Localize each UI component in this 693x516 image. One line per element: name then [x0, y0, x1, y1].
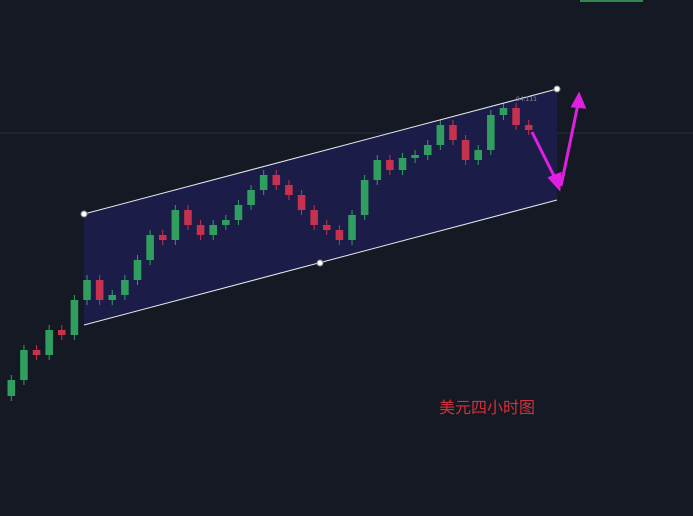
- candle-body: [449, 125, 457, 140]
- candle-body: [184, 210, 192, 225]
- candle-body: [474, 150, 482, 160]
- candle-body: [108, 295, 117, 300]
- arrow-up: [559, 103, 580, 187]
- candle-body: [171, 210, 180, 240]
- candle-body: [398, 158, 407, 170]
- candle-body: [499, 108, 508, 115]
- candle-body: [373, 160, 382, 180]
- candle-body: [348, 215, 356, 240]
- candle-body: [259, 175, 268, 190]
- candle-body: [95, 280, 104, 300]
- candle-body: [360, 180, 369, 215]
- channel-fill: [84, 89, 557, 325]
- candle-body: [146, 235, 154, 260]
- candle-body: [133, 260, 142, 280]
- top-indicator: [580, 0, 643, 2]
- candle-body: [247, 190, 255, 205]
- candle-body: [310, 210, 318, 225]
- chart-title: 美元四小时图: [439, 398, 535, 417]
- price-annotation: 94.111: [516, 96, 537, 103]
- candle-body: [272, 175, 281, 185]
- candle-body: [158, 235, 167, 240]
- candles: [7, 103, 533, 401]
- candle-body: [487, 115, 495, 150]
- candle-body: [234, 205, 243, 220]
- forecast-arrows: [530, 91, 587, 192]
- candle-body: [20, 350, 28, 380]
- candle-body: [58, 330, 66, 335]
- candle-body: [512, 108, 520, 125]
- arrow-down: [530, 131, 558, 181]
- candle-body: [335, 230, 344, 240]
- candle-body: [121, 280, 129, 295]
- channel-upper: [83, 88, 558, 215]
- candle-body: [70, 300, 79, 335]
- candle-body: [297, 195, 306, 210]
- candle-body: [196, 225, 205, 235]
- candle-body: [32, 350, 41, 355]
- candle-body: [45, 330, 53, 355]
- candle-body: [436, 125, 445, 145]
- candle-body: [7, 380, 16, 396]
- candle-body: [411, 155, 419, 158]
- arrowhead: [570, 91, 587, 109]
- candle-body: [285, 185, 293, 195]
- candle-body: [524, 125, 533, 130]
- handle[interactable]: [316, 259, 324, 267]
- candle-body: [423, 145, 432, 155]
- candle-body: [323, 225, 331, 230]
- candle-body: [222, 220, 230, 225]
- candle-body: [209, 225, 217, 235]
- candle-body: [386, 160, 394, 170]
- handle[interactable]: [80, 210, 88, 218]
- candle-body: [461, 140, 470, 160]
- arrowhead: [547, 171, 562, 192]
- handle[interactable]: [553, 85, 561, 93]
- candle-body: [83, 280, 91, 300]
